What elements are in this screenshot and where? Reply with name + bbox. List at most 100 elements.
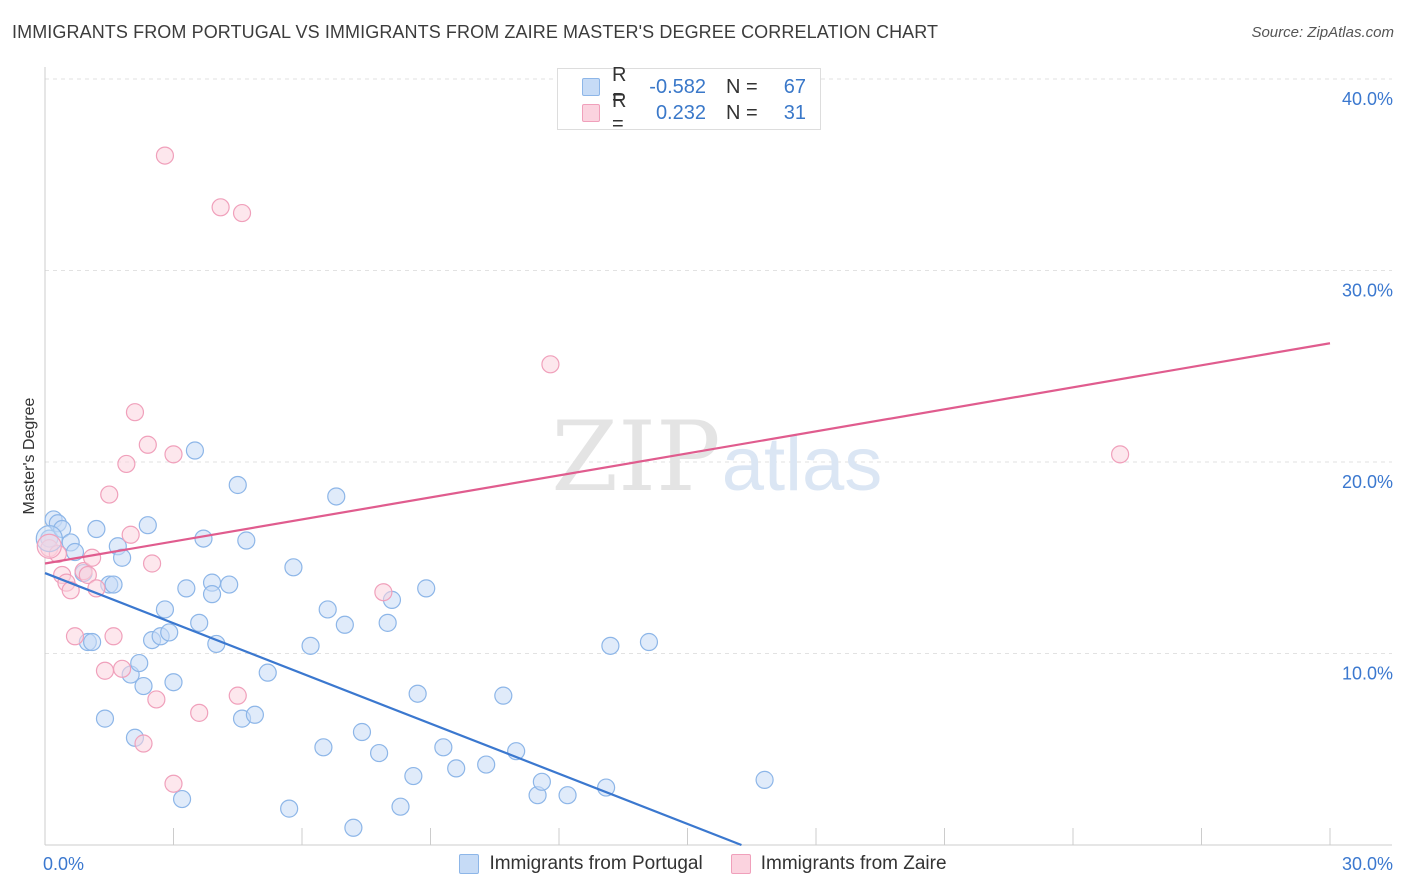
data-point: [104, 627, 123, 646]
x-tick-labels: 0.0% 30.0%: [43, 854, 1393, 874]
data-point: [134, 734, 153, 753]
data-point: [117, 454, 136, 474]
n-value: 67: [783, 75, 806, 98]
watermark-atlas: atlas: [722, 422, 883, 507]
data-point: [477, 755, 496, 774]
data-point: [327, 487, 346, 506]
data-point: [211, 198, 230, 217]
y-tick-label: 10.0%: [1342, 664, 1393, 684]
data-point: [194, 529, 213, 548]
trend-line-zaire: [44, 342, 1331, 565]
watermark-zip: ZIP: [551, 401, 720, 513]
data-point: [190, 613, 209, 632]
data-point: [83, 632, 102, 652]
data-point: [494, 686, 513, 705]
data-point: [155, 600, 175, 619]
data-point: [164, 673, 183, 692]
data-point: [228, 686, 247, 705]
data-point: [558, 786, 577, 805]
axes: [44, 67, 1392, 846]
data-point: [65, 627, 85, 646]
data-point: [245, 705, 264, 724]
x-tick-label-min: 0.0%: [43, 854, 84, 874]
data-point: [352, 722, 372, 742]
data-point: [104, 575, 123, 594]
data-point: [314, 738, 333, 757]
data-point: [301, 636, 320, 655]
data-point: [237, 531, 256, 550]
y-tick-labels: 10.0% 20.0% 30.0% 40.0%: [1342, 89, 1393, 684]
trend-lines: [44, 342, 1331, 847]
data-point: [639, 632, 659, 652]
data-point: [280, 799, 299, 818]
series-zaire: [40, 146, 1130, 793]
y-tick-label: 20.0%: [1342, 472, 1393, 492]
swatch-portugal: [582, 78, 600, 96]
data-point: [378, 613, 397, 632]
n-label: N =: [726, 75, 758, 98]
data-point: [597, 778, 616, 797]
data-point: [1111, 445, 1130, 464]
chart-title: IMMIGRANTS FROM PORTUGAL VS IMMIGRANTS F…: [12, 22, 939, 42]
stats-row-zaire: R = 0.232 N = 31: [582, 90, 806, 135]
legend-label-zaire: Immigrants from Zaire: [760, 853, 947, 874]
data-point: [541, 355, 560, 374]
data-point: [220, 575, 239, 594]
y-tick-label: 30.0%: [1342, 281, 1393, 301]
y-tick-label: 40.0%: [1342, 89, 1393, 109]
legend-label-portugal: Immigrants from Portugal: [489, 853, 703, 874]
data-point: [434, 738, 453, 757]
data-point: [155, 146, 175, 165]
data-point: [408, 684, 427, 703]
data-point: [370, 743, 389, 763]
r-value: -0.582: [649, 75, 706, 98]
data-point: [130, 653, 149, 673]
data-point: [185, 441, 205, 460]
data-point: [121, 525, 140, 544]
watermark: ZIP atlas: [551, 401, 882, 513]
data-point: [190, 703, 209, 722]
data-point: [95, 709, 115, 728]
swatch-zaire: [582, 104, 600, 122]
legend-item-zaire[interactable]: Immigrants from Zaire: [730, 853, 947, 875]
data-point: [404, 766, 423, 786]
data-point: [164, 774, 183, 793]
y-axis-label: Master's Degree: [21, 397, 38, 515]
data-point: [284, 558, 303, 577]
data-point: [755, 770, 774, 789]
data-point: [202, 585, 222, 604]
data-point: [164, 445, 183, 464]
n-label: N =: [726, 101, 758, 124]
data-point: [232, 203, 252, 223]
trend-line-portugal: [44, 572, 742, 847]
source-credit: Source: ZipAtlas.com: [1251, 24, 1394, 41]
data-point: [258, 663, 277, 682]
n-value: 31: [783, 101, 806, 124]
points-series: [35, 146, 1130, 837]
x-tick-label-max: 30.0%: [1342, 854, 1393, 874]
data-point: [142, 554, 162, 573]
data-point: [83, 548, 102, 567]
data-point: [532, 772, 551, 791]
legend-swatch-zaire: [730, 854, 751, 874]
data-point: [318, 600, 337, 619]
data-point: [134, 676, 153, 696]
data-point: [61, 581, 80, 600]
data-point: [78, 565, 97, 585]
data-point: [147, 690, 166, 709]
data-point: [95, 661, 115, 680]
r-value: 0.232: [655, 101, 706, 124]
r-label: R =: [612, 64, 627, 109]
data-point: [138, 435, 157, 454]
data-point: [100, 485, 119, 504]
data-point: [138, 516, 157, 535]
data-point: [335, 615, 354, 634]
legend-item-portugal[interactable]: Immigrants from Portugal: [459, 853, 703, 875]
series-legend: Immigrants from Portugal Immigrants from…: [0, 850, 1406, 878]
legend-swatch-portugal: [459, 854, 480, 874]
stats-legend: R = -0.582 N = 67 R = 0.232 N = 31: [557, 64, 821, 135]
data-point-cluster: [36, 533, 62, 559]
data-point: [228, 475, 247, 495]
data-point: [112, 659, 132, 678]
